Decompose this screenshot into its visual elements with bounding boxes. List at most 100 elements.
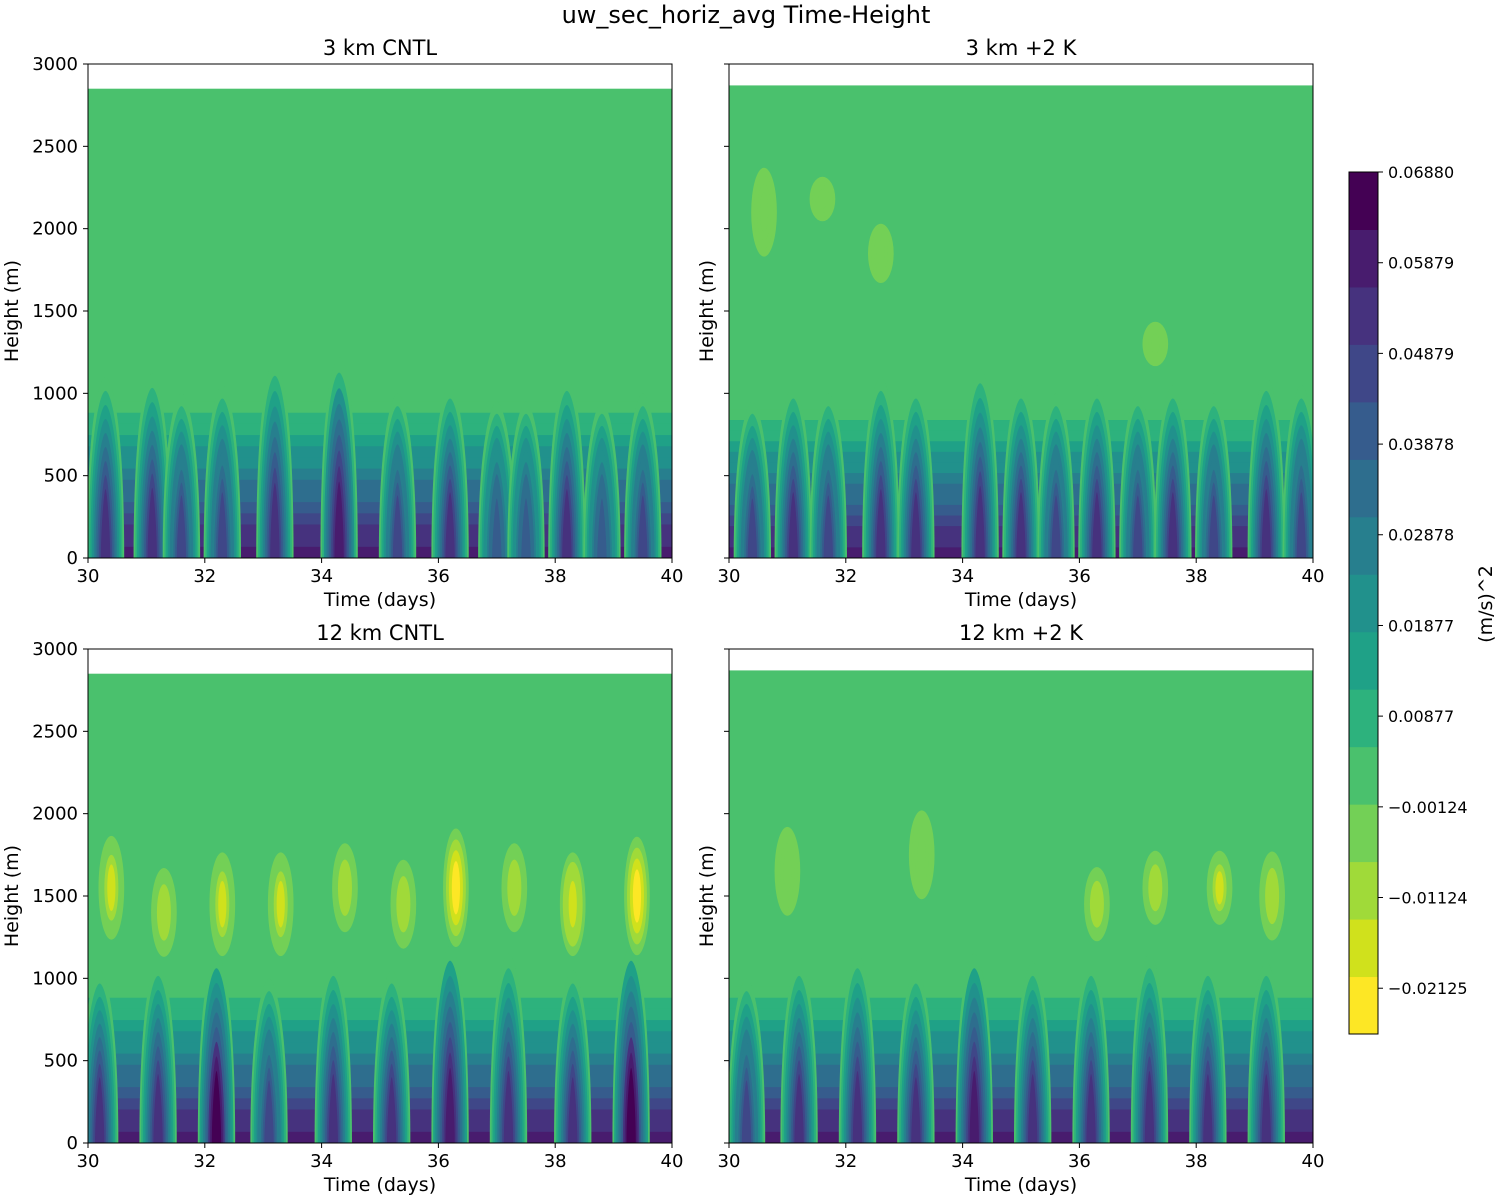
x-tick-label: 36 [1068, 1151, 1091, 1172]
x-tick-label: 38 [544, 1151, 567, 1172]
x-tick-label: 36 [427, 1151, 450, 1172]
heatmap-area [729, 85, 1313, 558]
x-tick-label: 40 [1302, 1151, 1325, 1172]
plume-contour [1133, 495, 1143, 558]
panel-12km-cntl: 12 km CNTL 30 32 34 36 38 40 Time (days) 0 500 100… [1, 621, 683, 1196]
panel-12km-plus2k: 12 km +2 K 30 32 34 36 38 40 Time (days) Height … [696, 621, 1324, 1196]
plume-contour [1296, 492, 1306, 558]
panel-3km-plus2k: 3 km +2 K 30 32 34 36 38 40 Time (days) Height (… [696, 36, 1324, 611]
plume-contour [95, 1077, 105, 1143]
panel-title: 3 km +2 K [966, 36, 1078, 60]
x-axis-label: Time (days) [323, 589, 436, 611]
heatmap-area [88, 88, 672, 558]
plume-contour [911, 1077, 921, 1143]
colorbar: 0.06880 0.05879 0.04879 0.03878 0.02878 0.018… [1348, 163, 1468, 1035]
plume-contour [597, 498, 607, 558]
y-tick-label: 1000 [32, 383, 78, 404]
plume-contour [264, 1080, 274, 1143]
panel-title: 12 km +2 K [959, 621, 1084, 645]
x-axis-label: Time (days) [323, 1174, 436, 1196]
plume-contour [270, 482, 280, 558]
plume-contour [1261, 489, 1271, 558]
colorbar-level [1349, 229, 1378, 288]
plume-contour [387, 1077, 397, 1143]
colorbar-level [1349, 804, 1378, 863]
y-axis-label: Height (m) [696, 845, 718, 947]
colorbar-level [1349, 689, 1378, 748]
plume-contour [176, 495, 187, 558]
negative-flux-patch [1268, 875, 1277, 917]
y-tick-label: 1500 [32, 301, 78, 322]
colorbar-tick-label: 0.01877 [1388, 616, 1454, 635]
colorbar-level [1349, 401, 1378, 460]
y-tick-label: 3000 [32, 54, 78, 75]
plume-contour [211, 1071, 222, 1143]
y-tick-label: 0 [67, 1133, 78, 1154]
y-axis-label: Height (m) [1, 845, 23, 947]
colorbar-tick-label: 0.06880 [1388, 163, 1454, 182]
colorbar-tick-label: 0.03878 [1388, 435, 1454, 454]
plume-contour [1144, 1071, 1155, 1143]
colorbar-level [1349, 344, 1378, 403]
plume-contour [1092, 492, 1102, 558]
plume-contour [568, 1077, 578, 1143]
plume-contour [823, 495, 833, 558]
negative-flux-patch [568, 880, 577, 928]
x-axis-label: Time (days) [964, 1174, 1077, 1196]
plume-contour [503, 1071, 514, 1143]
negative-flux-patch [276, 880, 285, 928]
plume-contour [1203, 1074, 1213, 1143]
plume-contour [217, 492, 227, 558]
colorbar-level [1349, 919, 1378, 978]
x-tick-label: 34 [951, 566, 974, 587]
plume-contour [1016, 492, 1026, 558]
colorbar-level [1349, 861, 1378, 920]
plume-contour [445, 1067, 455, 1143]
plume-contour [788, 492, 798, 558]
plume-contour [100, 489, 111, 558]
y-tick-label: 2500 [32, 136, 78, 157]
plume-contour [911, 492, 921, 558]
colorbar-level [1349, 574, 1378, 633]
x-tick-label: 34 [310, 1151, 333, 1172]
plume-contour [1209, 495, 1219, 558]
plume-contour [328, 1074, 338, 1143]
negative-flux-patch [783, 851, 792, 892]
plume-contour [445, 492, 455, 558]
y-axis-label: Height (m) [696, 260, 718, 362]
plume-contour [153, 1074, 163, 1143]
plume-contour [1261, 1074, 1271, 1143]
heatmap-area [729, 670, 1313, 1143]
colorbar-level [1349, 172, 1378, 230]
x-tick-label: 32 [193, 566, 216, 587]
panel-3km-cntl: 3 km CNTL 30 32 34 36 38 40 Time (days) 0 500 1000… [1, 36, 683, 611]
heatmap-area [88, 673, 672, 1143]
colorbar-tick-label: 0.02878 [1388, 526, 1454, 545]
x-tick-label: 36 [427, 566, 450, 587]
x-tick-label: 38 [1185, 1151, 1208, 1172]
negative-flux-patch [340, 867, 350, 908]
x-tick-label: 40 [661, 1151, 684, 1172]
y-tick-label: 2000 [32, 219, 78, 240]
x-tick-label: 38 [1185, 566, 1208, 587]
plume-contour [794, 1074, 804, 1143]
plume-contour [1051, 495, 1061, 558]
negative-flux-patch [876, 240, 885, 267]
colorbar-tick-label: −0.00124 [1388, 798, 1468, 817]
panel-title: 12 km CNTL [316, 621, 444, 645]
x-tick-label: 34 [951, 1151, 974, 1172]
colorbar-level [1349, 286, 1378, 345]
x-tick-label: 30 [718, 566, 741, 587]
y-tick-label: 2000 [32, 804, 78, 825]
plume-contour [626, 1067, 636, 1143]
plume-contour [741, 1080, 752, 1143]
negative-flux-patch [632, 869, 642, 923]
colorbar-level [1349, 976, 1378, 1035]
negative-flux-patch [399, 884, 408, 925]
plume-contour [147, 487, 157, 558]
plume-contour [969, 1071, 979, 1143]
y-tick-label: 0 [67, 548, 78, 569]
negative-flux-patch [159, 892, 169, 933]
negative-flux-patch [1215, 871, 1224, 905]
